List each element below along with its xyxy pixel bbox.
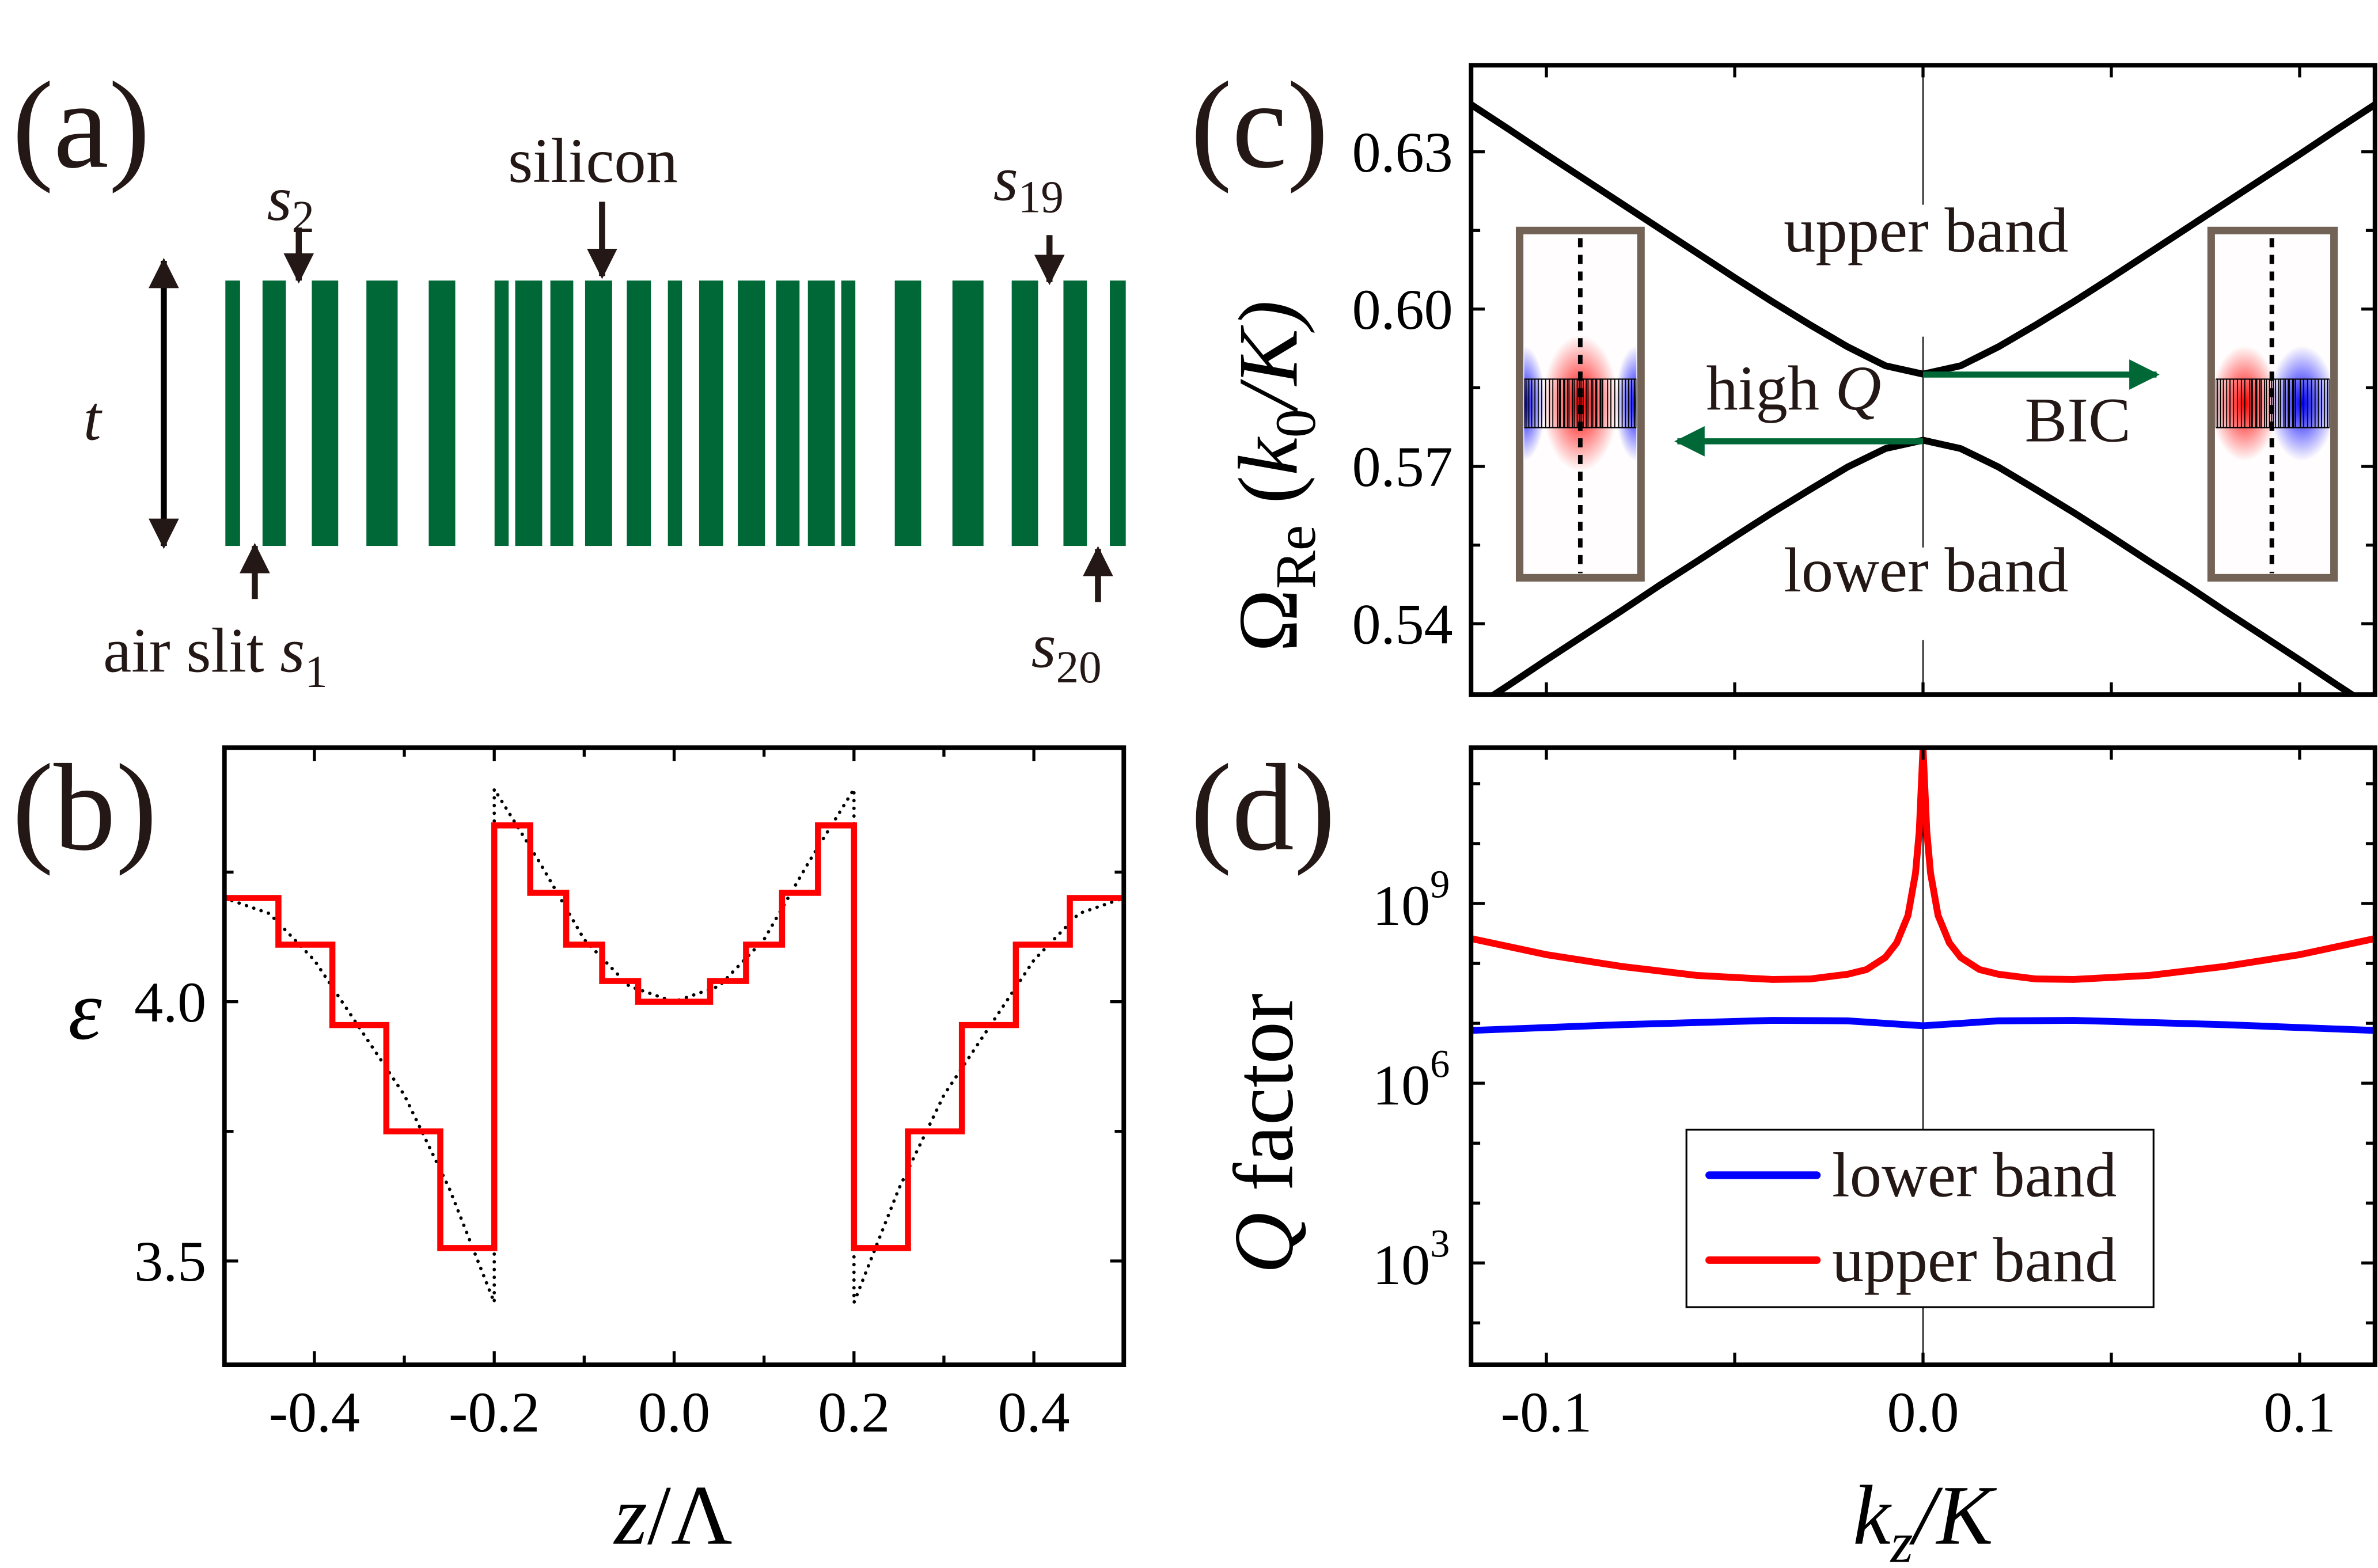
y-tick-label: 103 xyxy=(1372,1222,1450,1297)
s20-label: s20 xyxy=(1031,610,1102,693)
panel-label-b: (b) xyxy=(12,739,157,876)
silicon-bar xyxy=(428,280,456,546)
silicon-bar xyxy=(550,280,574,546)
silicon-bar xyxy=(894,280,921,546)
legend: lower band upper band xyxy=(1685,1129,2155,1308)
step-permittivity-line xyxy=(224,822,1124,1251)
lower-band-annotation: lower band xyxy=(1784,534,2068,605)
lower-band-field-inset xyxy=(1515,226,1645,582)
panel-d: (d) -0.1 0.0 0.1 109 106 103 Q factor kz/K lo… xyxy=(1190,739,2377,1568)
silicon-bar xyxy=(1011,280,1038,546)
y-tick-label: 4.0 xyxy=(134,970,206,1034)
panel-label-c: (c) xyxy=(1190,56,1329,194)
upper-band-field-inset xyxy=(2207,226,2338,582)
panel-b-frame xyxy=(222,745,1127,1368)
silicon-bar xyxy=(952,280,984,546)
bic-annotation: BIC xyxy=(2024,384,2130,455)
lower-band-q-curve xyxy=(1471,1017,2375,1034)
panel-d-plot: -0.1 0.0 0.1 109 106 103 xyxy=(1372,747,2375,1444)
air-slit-s1-label: air slit s1 xyxy=(103,615,328,697)
silicon-bar xyxy=(585,280,612,546)
silicon-bar xyxy=(841,280,856,546)
continuous-permittivity-line xyxy=(222,783,1126,1304)
upper-band-annotation: upper band xyxy=(1784,195,2068,265)
panel-b: (b) -0.4 -0.2 0.0 0.2 0.4 3.5 4.0 ε z/Λ xyxy=(12,739,1127,1562)
legend-label-upper: upper band xyxy=(1832,1224,2117,1295)
x-tick-label: 0.0 xyxy=(1887,1380,1959,1444)
y-tick-label: 109 xyxy=(1372,862,1450,937)
q-factor-axis-label: Q factor xyxy=(1217,993,1311,1274)
x-tick-label: -0.2 xyxy=(449,1380,540,1444)
epsilon-axis-label: ε xyxy=(68,963,101,1057)
z-axis-label: z/Λ xyxy=(613,1468,733,1562)
y-tick-label: 0.57 xyxy=(1352,435,1453,499)
omega-axis-label: ΩRe (k0/K) xyxy=(1221,301,1328,652)
panel-a: (a) silicon s2 s19 air slit s1 s20 t xyxy=(12,56,1126,697)
y-tick-label: 0.63 xyxy=(1352,120,1453,184)
silicon-bar xyxy=(1110,280,1126,546)
panel-label-a: (a) xyxy=(12,56,150,194)
high-q-annotation: high Q xyxy=(1706,352,1881,423)
panel-b-plot: -0.4 -0.2 0.0 0.2 0.4 3.5 4.0 xyxy=(134,747,1126,1444)
kz-axis-label: kz/K xyxy=(1853,1468,1997,1568)
silicon-bar xyxy=(738,280,765,546)
x-tick-label: 0.1 xyxy=(2263,1380,2335,1444)
s19-label: s19 xyxy=(993,143,1064,223)
silicon-bar xyxy=(667,280,682,546)
silicon-bar xyxy=(312,280,339,546)
s2-label: s2 xyxy=(267,163,314,242)
silicon-bar xyxy=(225,280,240,546)
silicon-bar xyxy=(494,280,509,546)
upper-band-q-curve xyxy=(1471,747,2375,983)
silicon-label: silicon xyxy=(508,125,678,196)
silicon-bar xyxy=(699,280,723,546)
y-tick-label: 0.54 xyxy=(1352,592,1453,656)
silicon-grating xyxy=(225,280,1126,546)
panel-c: (c) 0.54 0.57 0.60 0.63 ΩRe (k0/K) upper ba… xyxy=(1190,56,2377,697)
y-tick-label: 3.5 xyxy=(134,1229,206,1293)
q-curves xyxy=(1471,747,2375,1034)
panel-c-frame xyxy=(1469,63,2377,697)
silicon-bar xyxy=(1063,280,1087,546)
silicon-bar xyxy=(515,280,543,546)
x-tick-label: -0.1 xyxy=(1501,1380,1592,1444)
silicon-bar xyxy=(366,280,398,546)
panel-label-d: (d) xyxy=(1190,739,1336,876)
x-tick-label: 0.2 xyxy=(818,1380,890,1444)
legend-box xyxy=(1685,1129,2155,1308)
silicon-bar xyxy=(627,280,651,546)
thickness-label: t xyxy=(84,383,103,454)
x-tick-label: 0.0 xyxy=(638,1380,710,1444)
x-tick-label: -0.4 xyxy=(269,1380,360,1444)
y-tick-label: 0.60 xyxy=(1352,278,1453,341)
silicon-bar xyxy=(262,280,286,546)
panel-d-frame xyxy=(1469,745,2377,1368)
legend-label-lower: lower band xyxy=(1832,1140,2117,1210)
silicon-bar xyxy=(776,280,800,546)
x-tick-label: 0.4 xyxy=(998,1380,1070,1444)
silicon-bar xyxy=(807,280,835,546)
y-tick-label: 106 xyxy=(1372,1042,1450,1117)
